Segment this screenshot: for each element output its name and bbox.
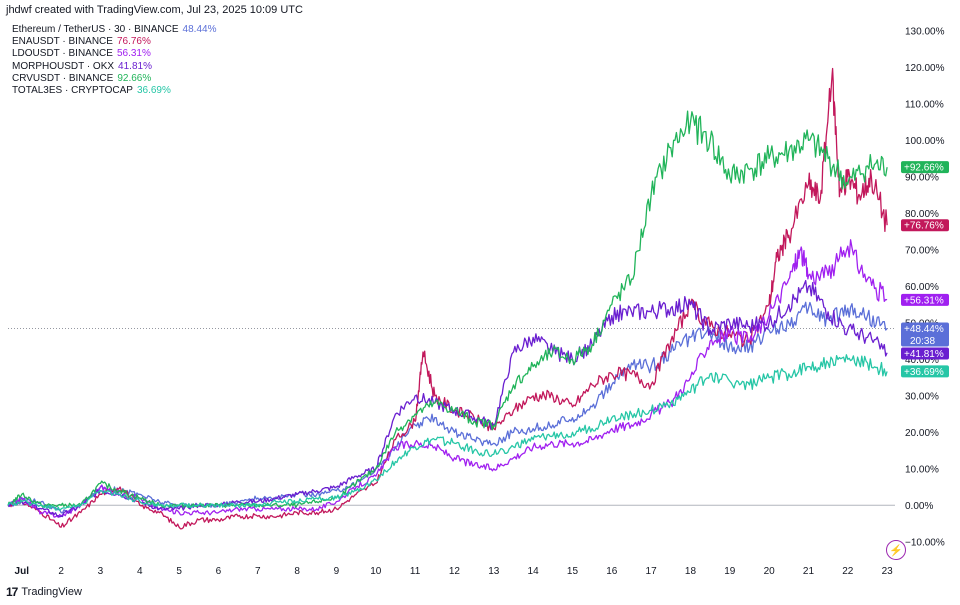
legend-row-total3es[interactable]: TOTAL3ES · CRYPTOCAP 36.69% (12, 85, 216, 97)
legend-row-crv[interactable]: CRVUSDT · BINANCE 92.66% (12, 73, 216, 85)
price-badge (901, 219, 949, 232)
price-badge-label: +92.66% (904, 163, 944, 174)
price-badge (901, 293, 949, 306)
legend-label: ENAUSDT · BINANCE (12, 36, 113, 48)
legend-label: CRVUSDT · BINANCE (12, 72, 114, 84)
x-tick-label: 3 (98, 566, 104, 577)
y-tick-label: −10.00% (905, 537, 945, 548)
y-tick-label: 110.00% (905, 99, 944, 110)
x-tick-label: 18 (685, 566, 697, 577)
x-tick-label: Jul (15, 566, 30, 577)
price-badge-label: +76.76% (904, 221, 944, 232)
y-tick-label: 130.00% (905, 26, 945, 37)
legend-label: Ethereum / TetherUS · 30 · BINANCE (12, 24, 179, 35)
legend-value: 36.69% (136, 85, 171, 97)
x-tick-label: 2 (58, 566, 64, 577)
flash-icon[interactable]: ⚡ (886, 540, 906, 560)
price-badge (901, 365, 949, 378)
y-tick-label: 10.00% (905, 464, 939, 475)
x-tick-label: 11 (410, 566, 421, 577)
x-tick-label: 16 (606, 566, 618, 577)
series-line-2 (7, 239, 888, 518)
x-tick-label: 12 (449, 566, 461, 577)
x-tick-label: 23 (882, 566, 894, 577)
y-tick-label: 100.00% (905, 136, 945, 147)
x-tick-label: 15 (567, 566, 579, 577)
y-tick-label: 90.00% (905, 172, 939, 183)
price-badge-countdown: 20:38 (910, 336, 935, 347)
price-badge-label: +56.31% (904, 295, 944, 306)
x-tick-label: 17 (646, 566, 658, 577)
x-tick-label: 14 (528, 566, 540, 577)
legend-row-morpho[interactable]: MORPHOUSDT · OKX 41.81% (12, 61, 216, 73)
legend-value: 56.31% (116, 48, 151, 60)
price-badge-label: +41.81% (904, 349, 944, 360)
x-tick-label: 4 (137, 566, 143, 577)
legend-row-ldo[interactable]: LDOUSDT · BINANCE 56.31% (12, 48, 216, 60)
y-tick-label: 40.00% (905, 355, 939, 366)
x-tick-label: 5 (176, 566, 182, 577)
price-badge (901, 322, 949, 347)
legend-label: LDOUSDT · BINANCE (12, 48, 113, 60)
legend-label: MORPHOUSDT · OKX (12, 60, 115, 72)
legend-value: 48.44% (182, 24, 217, 35)
x-tick-label: 20 (764, 566, 776, 577)
x-tick-label: 10 (370, 566, 382, 577)
x-tick-label: 9 (334, 566, 340, 577)
y-tick-label: 0.00% (905, 501, 933, 512)
y-tick-label: 30.00% (905, 391, 939, 402)
x-tick-label: 19 (724, 566, 736, 577)
y-tick-label: 70.00% (905, 245, 939, 256)
price-badge (901, 347, 949, 360)
x-tick-label: 7 (255, 566, 261, 577)
legend-label: TOTAL3ES · CRYPTOCAP (12, 85, 133, 97)
footer-brand: TradingView (21, 586, 82, 598)
x-tick-label: 22 (842, 566, 854, 577)
legend-value: 41.81% (118, 60, 152, 72)
footer: 17 TradingView (6, 585, 82, 599)
y-tick-label: 60.00% (905, 282, 939, 293)
legend: Ethereum / TetherUS · 30 · BINANCE 48.44%… (12, 24, 216, 97)
legend-row-eth[interactable]: Ethereum / TetherUS · 30 · BINANCE 48.44% (12, 24, 216, 36)
price-badge-label: +36.69% (904, 367, 944, 378)
series-line-5 (7, 354, 888, 512)
y-tick-label: 20.00% (905, 428, 939, 439)
price-badge-label: +48.44% (904, 324, 944, 335)
price-badge (901, 161, 949, 174)
x-tick-label: 6 (216, 566, 222, 577)
series-line-4 (7, 110, 888, 509)
x-tick-label: 21 (803, 566, 815, 577)
series-line-0 (7, 301, 888, 514)
tradingview-logo-icon: 17 (6, 585, 18, 599)
y-tick-label: 80.00% (905, 209, 939, 220)
series-line-3 (7, 279, 888, 518)
chart-header: jhdwf created with TradingView.com, Jul … (6, 4, 303, 16)
legend-value: 76.76% (116, 36, 151, 48)
series-line-1 (7, 67, 888, 530)
legend-value: 92.66% (117, 72, 152, 84)
y-tick-label: 120.00% (905, 63, 945, 74)
x-tick-label: 13 (488, 566, 500, 577)
x-tick-label: 8 (294, 566, 300, 577)
legend-row-ena[interactable]: ENAUSDT · BINANCE 76.76% (12, 36, 216, 48)
